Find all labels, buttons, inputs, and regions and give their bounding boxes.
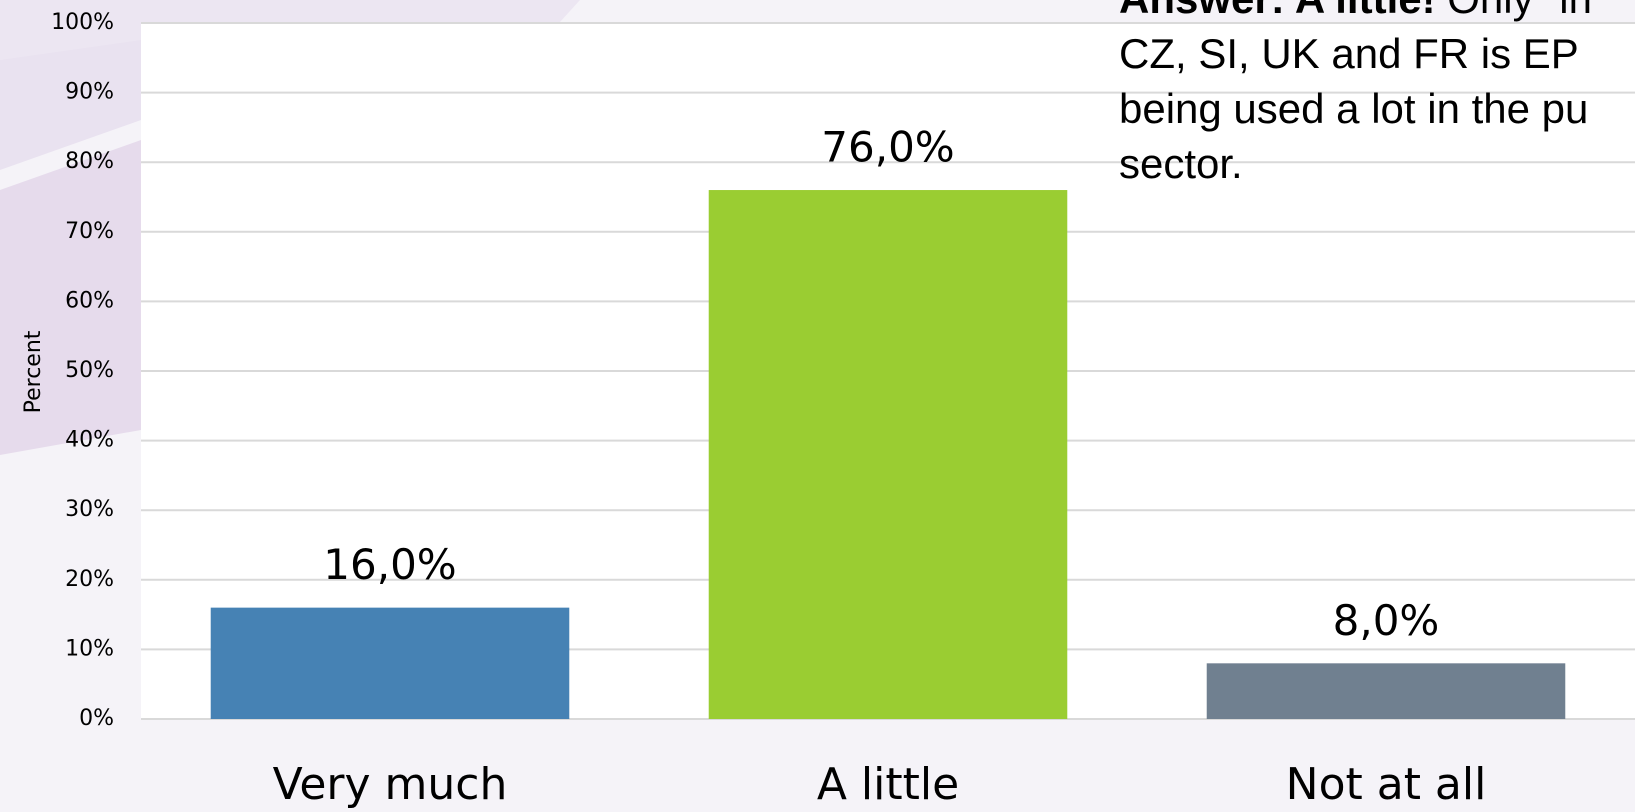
y-tick-label: 0% [79,706,114,731]
x-tick-label: Very much [273,759,508,810]
background-shape [0,140,141,455]
value-label: 16,0% [323,540,456,589]
y-tick-label: 80% [65,149,114,174]
value-label: 8,0% [1333,596,1440,645]
annotation-text: Only “in [1436,0,1592,22]
x-tick-label: A little [817,759,959,810]
annotation-bold: Answer: A little! [1119,0,1436,22]
y-tick-label: 20% [65,567,114,592]
annotation: Answer: A little! Only “in [1119,0,1592,22]
bar [1206,663,1566,719]
y-tick-label: 40% [65,428,114,453]
y-tick-label: 100% [51,10,114,35]
y-tick-label: 30% [65,497,114,522]
bar [708,190,1068,720]
annotation-line: being used a lot in the pu [1119,85,1588,132]
annotation-line: sector. [1119,140,1243,187]
background-shape [0,40,141,170]
y-axis-label: Percent [21,330,46,413]
y-tick-label: 50% [65,358,114,383]
annotation-line: CZ, SI, UK and FR is EP [1119,30,1579,77]
y-tick-label: 70% [65,219,114,244]
bar [210,607,570,719]
y-tick-label: 90% [65,80,114,105]
y-tick-label: 60% [65,288,114,313]
x-tick-label: Not at all [1286,759,1487,810]
value-label: 76,0% [821,123,954,172]
y-tick-label: 10% [65,636,114,661]
